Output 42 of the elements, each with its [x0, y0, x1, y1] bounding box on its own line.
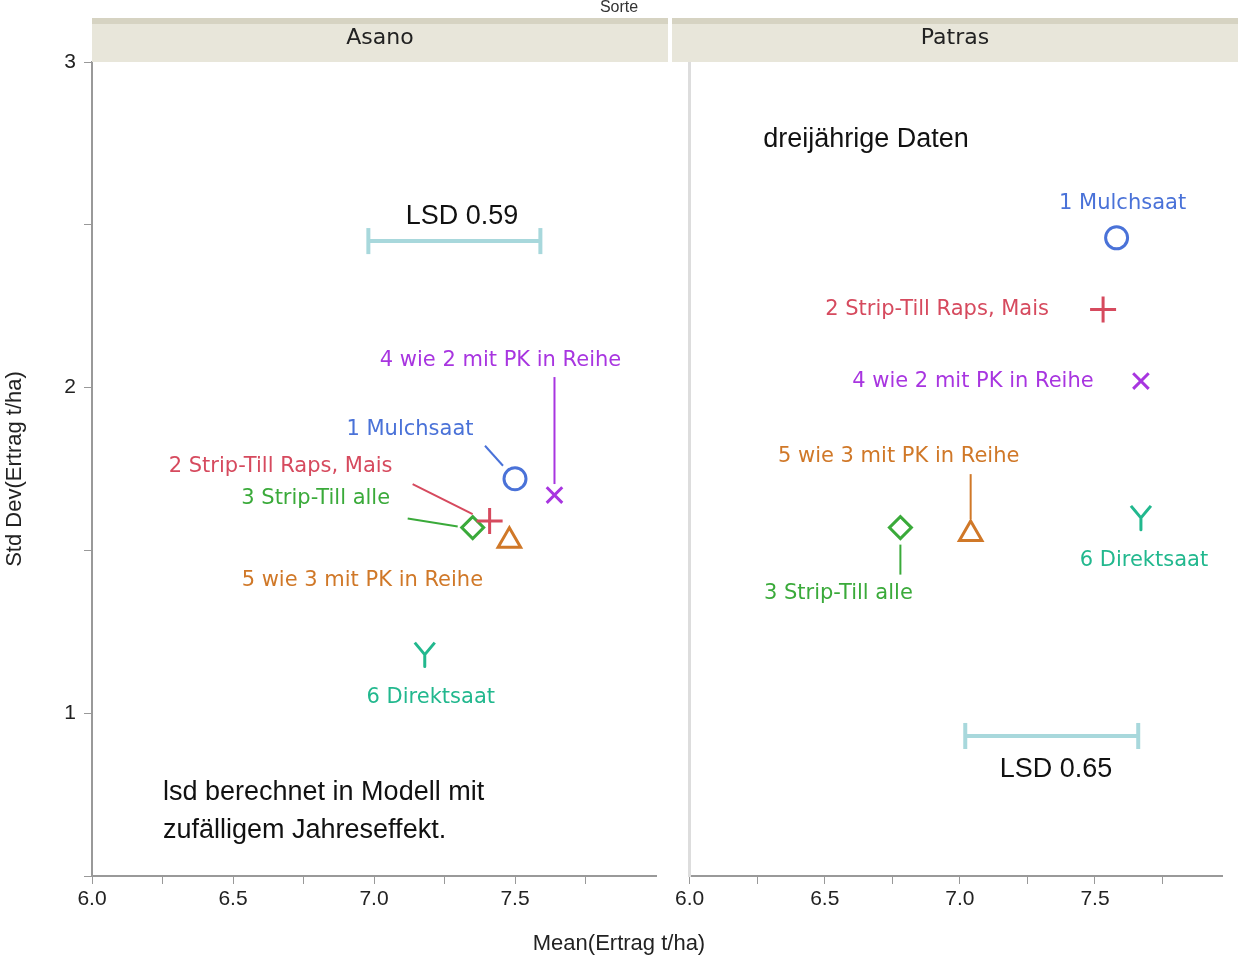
annotation: LSD 0.59: [405, 200, 519, 231]
text: 1 Mulchsaat: [346, 416, 474, 441]
text: 4 wie 2 mit PK in Reihe: [379, 346, 622, 371]
text: 2 Strip-Till Raps, Mais: [168, 452, 393, 477]
legend-label: 3 Strip-Till alle: [763, 580, 913, 605]
point: [545, 485, 564, 505]
x-tick-label: 6.0: [674, 886, 705, 910]
y-tick-label: 1: [64, 700, 76, 723]
x-axis-title: Mean(Ertrag t/ha): [531, 930, 707, 956]
point: [1088, 294, 1118, 324]
chart-title: Asano: [92, 18, 668, 62]
x-tick-label: 6.5: [810, 886, 840, 910]
annotation: lsd berechnet in Modell mit zufälligem Jahreseffekt.: [163, 776, 485, 845]
text: 3 Strip-Till alle: [241, 485, 391, 510]
series-label: 2 Strip-Till Raps, Mais: [825, 295, 1049, 320]
point: [1129, 504, 1153, 532]
series-label: 5 wie 3 mit PK in Reihe: [241, 567, 484, 592]
y-axis-title: Std Dev(Ertrag t/ha): [1, 371, 27, 567]
x-tick-label: 7.0: [359, 886, 389, 910]
point: [502, 466, 528, 492]
x-tick-label: 7.5: [1080, 886, 1110, 910]
series-label: 4 wie 2 mit PK in Reihe: [852, 367, 1094, 392]
point: [460, 515, 486, 541]
point: [413, 641, 437, 669]
point: [887, 515, 913, 541]
annotation: LSD 0.65: [999, 753, 1113, 784]
point: [1131, 371, 1151, 391]
text: 5 wie 3 mit PK in Reihe: [777, 442, 1020, 467]
point: [475, 506, 505, 536]
series-label: 1 Mulchsaat: [1059, 190, 1187, 215]
point: [1104, 225, 1130, 251]
x-tick-label: 6.0: [77, 886, 107, 910]
y-tick-label: 3: [64, 48, 76, 72]
y-tick-label: 2: [64, 374, 76, 398]
series-label: 6 Direktsaat: [366, 684, 495, 709]
text: Sorte: [598, 0, 640, 16]
series-label: 6 Direktsaat: [1079, 547, 1209, 572]
x-tick-label: 7.5: [500, 886, 530, 910]
annotation: dreijährige Daten: [763, 123, 969, 154]
x-tick-label: 7.0: [945, 886, 975, 910]
chart-title: Patras: [672, 18, 1238, 62]
x-tick-label: 6.5: [218, 886, 248, 910]
